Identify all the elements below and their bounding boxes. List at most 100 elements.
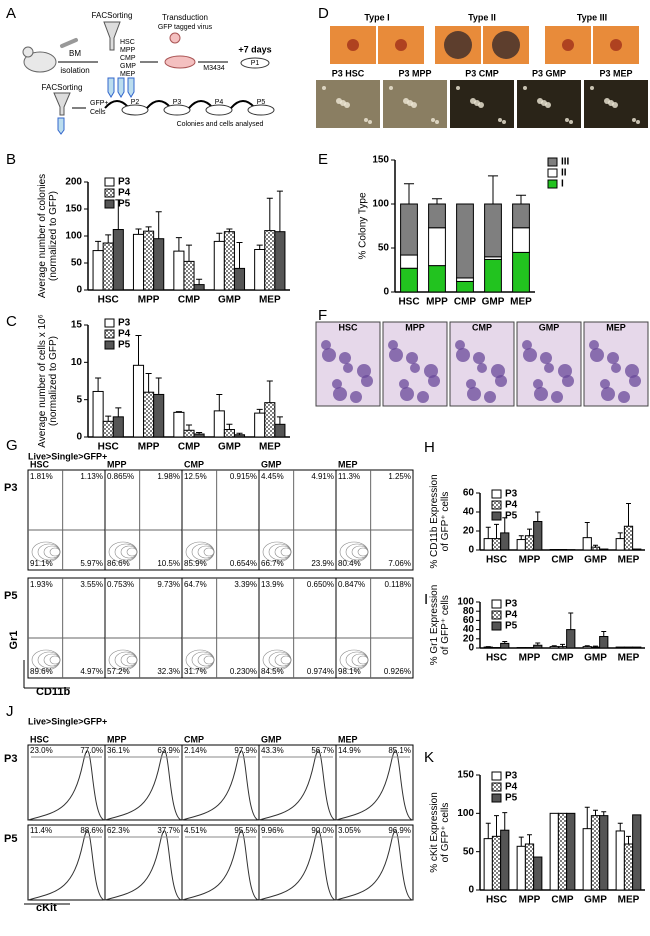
colony <box>562 39 574 51</box>
quadrant-percent: 0.926% <box>384 667 411 676</box>
error-bar <box>105 415 112 422</box>
gate-percent: 37.7% <box>157 826 180 835</box>
bar <box>173 250 185 291</box>
label: MEP <box>338 734 358 744</box>
flow-plot <box>181 577 260 679</box>
y-tick-label: 60 <box>463 615 475 626</box>
bar <box>456 277 474 282</box>
gate-percent: 77.0% <box>80 746 103 755</box>
bar <box>533 521 543 551</box>
bar <box>102 420 114 438</box>
bar <box>533 644 543 649</box>
error-bar <box>196 278 203 285</box>
quadrant-percent: 84.5% <box>261 667 284 676</box>
x-tick-label: HSC <box>398 297 419 308</box>
legend-label: P4 <box>118 329 131 340</box>
label: M3434 <box>203 65 225 72</box>
label: P1 <box>251 60 260 67</box>
x-tick-label: GMP <box>482 297 505 308</box>
cell <box>618 391 630 403</box>
label: MEP <box>338 459 358 469</box>
panel-letter: I <box>424 591 428 608</box>
bar <box>456 280 474 293</box>
bar <box>632 548 642 551</box>
error-bar <box>175 411 182 413</box>
legend-label: P4 <box>505 782 518 793</box>
x-tick-label: HSC <box>486 895 507 906</box>
label: HSC <box>30 734 50 744</box>
cell-dot <box>389 86 393 90</box>
cell <box>590 348 604 362</box>
label: Type III <box>577 12 607 22</box>
bar <box>590 646 601 649</box>
y-tick-label: 0 <box>383 287 389 298</box>
error-bar <box>105 234 112 244</box>
x-tick-label: MPP <box>426 297 448 308</box>
panel-letter: J <box>6 703 14 720</box>
x-tick-label: CMP <box>178 442 201 453</box>
cell-dot <box>565 118 569 122</box>
x-tick-label: MEP <box>259 295 281 306</box>
error-bar <box>155 377 162 395</box>
label: MPP <box>405 322 425 332</box>
label: Transduction <box>162 13 208 22</box>
error-bar <box>155 211 162 239</box>
cell <box>533 379 543 389</box>
x-tick-label: MEP <box>618 895 640 906</box>
bar <box>456 203 474 279</box>
error-bar <box>236 432 243 435</box>
dish-icon <box>240 57 270 69</box>
error-bar <box>584 521 590 538</box>
contour <box>357 547 369 557</box>
bar <box>428 227 446 267</box>
error-bar <box>145 226 152 232</box>
error-bar <box>535 642 541 646</box>
gate-percent: 2.14% <box>184 746 207 755</box>
x-tick-label: MPP <box>138 442 160 453</box>
y-tick-label: 80 <box>463 606 475 617</box>
error-bar <box>485 822 491 839</box>
y-tick-label: 100 <box>457 597 474 608</box>
cell <box>399 379 409 389</box>
quadrant-percent: 0.230% <box>230 667 257 676</box>
quadrant-percent: 13.9% <box>261 580 284 589</box>
bone-icon <box>60 38 78 48</box>
cell <box>406 352 418 364</box>
histogram-curve <box>335 830 414 901</box>
y-axis-label: of GFP⁺ cells <box>440 803 451 863</box>
cell-dot <box>632 118 636 122</box>
x-tick-label: HSC <box>98 295 119 306</box>
dish-icon <box>205 104 233 116</box>
y-tick-label: 50 <box>378 243 390 254</box>
error-bar <box>115 407 122 417</box>
contour <box>203 547 215 557</box>
label: GMP <box>539 322 560 332</box>
error-bar <box>216 393 223 411</box>
quadrant-percent: 23.9% <box>311 559 334 568</box>
cell <box>428 375 440 387</box>
legend-label: P5 <box>505 621 518 632</box>
contour <box>280 655 292 665</box>
x-tick-label: CMP <box>551 653 574 664</box>
legend-swatch <box>491 771 502 781</box>
legend-swatch <box>491 621 502 631</box>
gate-percent: 4.51% <box>184 826 207 835</box>
label: Live>Single>GFP+ <box>28 716 107 726</box>
bar <box>615 830 625 891</box>
error-bar <box>226 423 233 430</box>
bar <box>599 636 609 649</box>
error-bar <box>256 244 263 250</box>
bar <box>483 838 493 891</box>
quadrant-percent: 4.97% <box>80 667 103 676</box>
bar <box>193 284 205 291</box>
bar <box>483 646 493 649</box>
cell-dot <box>498 118 502 122</box>
histogram-curve <box>181 830 260 901</box>
cell <box>388 340 398 350</box>
histogram-curve <box>27 830 106 901</box>
label: Colonies and cells analysed <box>177 121 264 128</box>
histogram-curve <box>258 830 337 901</box>
label: P5 <box>4 590 17 602</box>
quadrant-percent: 1.25% <box>388 472 411 481</box>
bar <box>484 203 502 258</box>
